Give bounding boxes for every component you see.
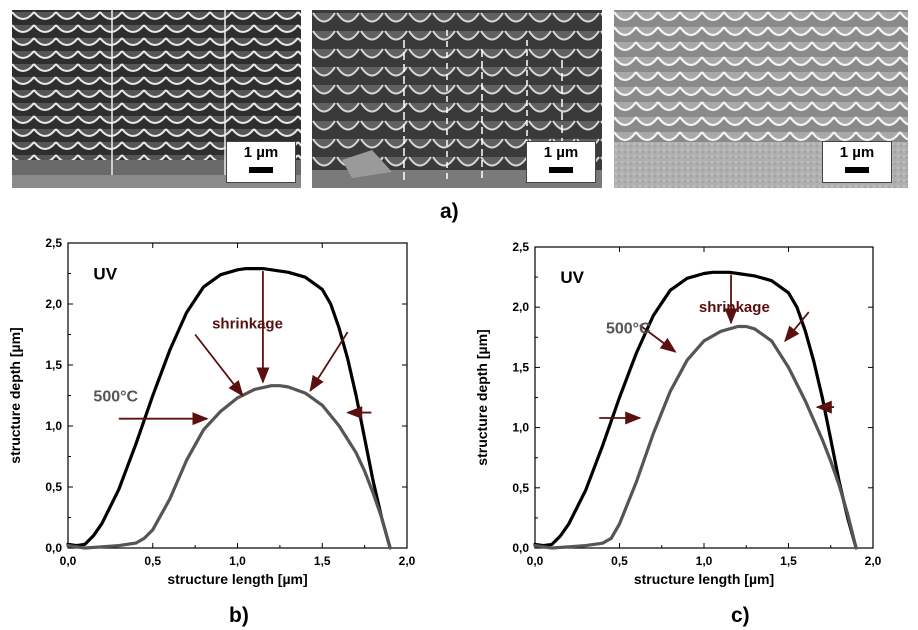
chart-b: 0,0 0,5 1,0 1,5 2,0 0,0 0,5 1,0 1,5 2,0 2,5 structu… [7, 236, 416, 587]
annotation-label: UV [93, 265, 117, 284]
y-axis-label: structure depth [µm] [474, 329, 490, 465]
x-tick-label: 2,0 [399, 554, 416, 568]
scale-bar: 1 µm [822, 141, 892, 183]
x-tick-label: 1,0 [696, 554, 713, 568]
y-tick-label: 0,0 [45, 541, 62, 555]
panel-label-a: a) [440, 200, 459, 223]
x-axis-label: structure length [µm] [167, 571, 307, 587]
shrinkage-arrow [784, 311, 810, 343]
scale-bar-label: 1 µm [839, 144, 875, 161]
y-tick-label: 0,0 [512, 541, 529, 555]
y-tick-label: 2,5 [512, 240, 529, 254]
shrinkage-arrow [194, 333, 244, 397]
x-tick-label: 1,5 [314, 554, 331, 568]
panel-label-b: b) [229, 604, 249, 627]
y-tick-label: 1,0 [45, 419, 62, 433]
x-tick-label: 0,5 [611, 554, 628, 568]
chart-c: 0,0 0,5 1,0 1,5 2,0 0,0 0,5 1,0 1,5 2,0 2,5 structu… [474, 240, 882, 587]
y-tick-label: 1,0 [512, 421, 529, 435]
x-tick-label: 1,0 [229, 554, 246, 568]
x-tick-label: 1,5 [780, 554, 797, 568]
y-tick-label: 2,0 [512, 300, 529, 314]
annotation-label: 500°C [606, 321, 651, 338]
series-line-uv [533, 270, 858, 550]
x-tick-label: 0,0 [527, 554, 544, 568]
scale-bar-line [549, 167, 573, 173]
series-line-500c [66, 384, 392, 550]
series-line-500c [533, 324, 858, 550]
scale-bar: 1 µm [226, 141, 296, 183]
scale-bar: 1 µm [526, 141, 596, 183]
sem-image-500c-cracked: 1 µm [312, 10, 602, 188]
y-tick-label: 2,5 [45, 236, 62, 250]
scale-bar-label: 1 µm [543, 144, 579, 161]
y-tick-label: 0,5 [45, 480, 62, 494]
y-axis-label: structure depth [µm] [7, 327, 23, 463]
x-tick-label: 0,0 [60, 554, 77, 568]
annotation-label: shrinkage [212, 315, 283, 332]
sem-image-500c: 1 µm [614, 10, 908, 188]
y-tick-label: 1,5 [512, 360, 529, 374]
sem-image-uv: 1 µm [12, 10, 301, 188]
annotation-label: shrinkage [699, 299, 770, 316]
panel-label-c: c) [731, 604, 750, 627]
shrinkage-arrow [639, 324, 677, 353]
x-tick-label: 2,0 [865, 554, 882, 568]
y-tick-label: 0,5 [512, 481, 529, 495]
scale-bar-line [249, 167, 273, 173]
series-line-uv [66, 267, 392, 550]
y-tick-label: 1,5 [45, 358, 62, 372]
y-tick-label: 2,0 [45, 297, 62, 311]
annotation-label: UV [560, 268, 584, 287]
shrinkage-arrow [309, 331, 349, 392]
annotation-label: 500°C [93, 389, 138, 406]
x-axis-label: structure length [µm] [634, 571, 774, 587]
scale-bar-line [845, 167, 869, 173]
scale-bar-label: 1 µm [243, 144, 279, 161]
x-tick-label: 0,5 [144, 554, 161, 568]
